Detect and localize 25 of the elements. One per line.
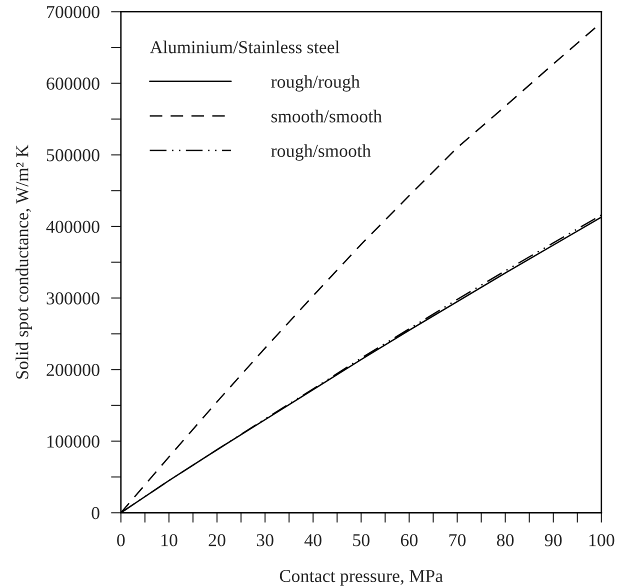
x-tick-label: 70 (449, 534, 466, 546)
legend-title: Aluminium/Stainless steel (150, 40, 340, 54)
x-tick-label: 0 (117, 534, 125, 546)
legend-label: smooth/smooth (272, 110, 382, 122)
y-tick-label: 300000 (46, 292, 100, 304)
x-tick-label: 20 (208, 534, 226, 546)
y-tick-label: 400000 (46, 220, 100, 233)
y-tick-label: 700000 (47, 6, 100, 18)
y-tick-label: 100000 (47, 435, 100, 448)
legend-label: rough/rough (271, 75, 360, 92)
x-tick-label: 50 (353, 534, 370, 546)
y-tick-label: 200000 (46, 364, 100, 376)
x-tick-label: 100 (589, 534, 614, 546)
y-tick-label: 600000 (46, 78, 100, 90)
y-tick-label: 500000 (46, 149, 100, 162)
x-tick-label: 90 (544, 534, 562, 546)
x-tick-label: 40 (304, 534, 322, 546)
x-tick-label: 80 (496, 534, 514, 546)
x-tick-label: 10 (162, 534, 178, 546)
legend-label: rough/smooth (271, 144, 371, 161)
y-axis-title: Solid spot conductance, W/m² K (16, 144, 32, 379)
y-tick-label: 0 (92, 507, 100, 520)
x-tick-label: 60 (400, 534, 418, 546)
x-axis-title: Contact pressure, MPa (280, 570, 443, 586)
x-tick-label: 30 (256, 534, 274, 546)
